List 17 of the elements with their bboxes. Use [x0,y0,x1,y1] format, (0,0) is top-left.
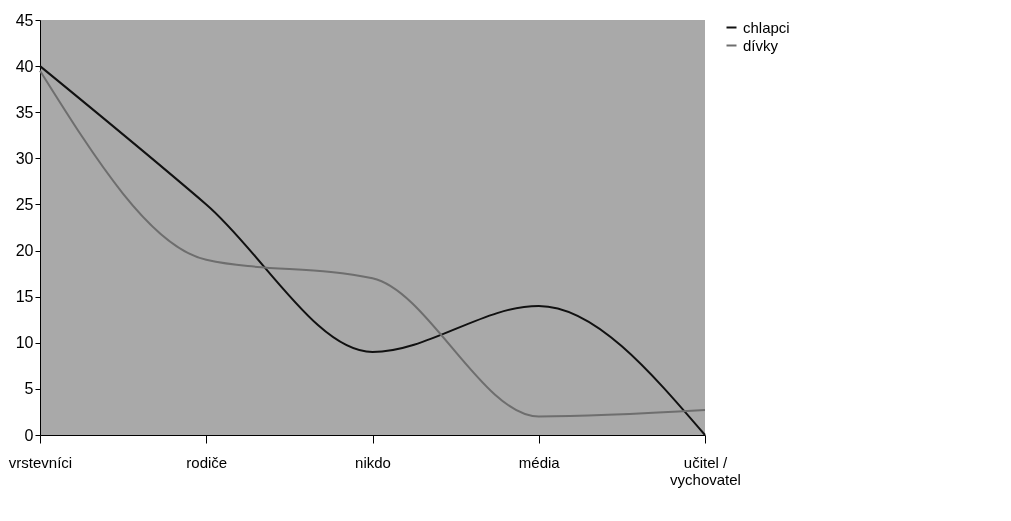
x-tick-label: vrstevníci [8,453,73,471]
x-tick-label: učitel / vychovatel [670,453,741,488]
y-tick-label: 15 [15,288,34,306]
y-tick-label: 25 [15,195,34,213]
y-tick-label: 10 [15,334,34,352]
x-tick-label: rodiče [186,453,228,471]
y-tick-label: 20 [15,242,34,260]
y-tick-label: 40 [15,57,34,75]
y-tick-label: 35 [15,103,34,121]
y-tick-label: 45 [15,11,34,29]
y-tick-label: 30 [15,149,34,167]
y-tick-label: 0 [24,426,34,444]
x-tick-label: nikdo [355,453,391,471]
x-tick-label: média [518,453,561,471]
legend-label: chlapci [743,18,790,36]
legend-label: dívky [743,36,779,54]
y-tick-label: 5 [24,380,34,398]
